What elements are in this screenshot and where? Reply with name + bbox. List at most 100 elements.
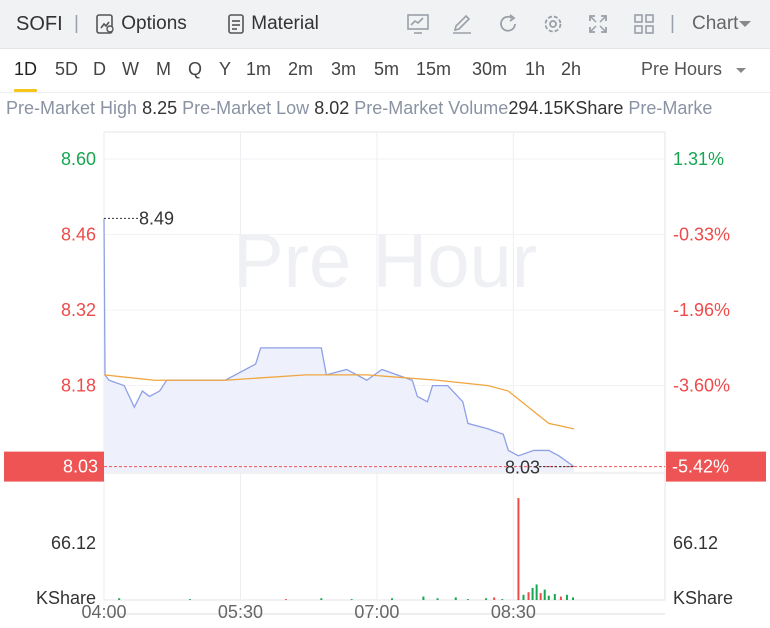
- material-button[interactable]: Material: [226, 0, 319, 48]
- period-tab-5m[interactable]: 5m: [374, 59, 400, 79]
- volume-bar: [350, 599, 353, 600]
- volume-label: Pre-Market Volume: [354, 98, 509, 118]
- period-tab-1h[interactable]: 1h: [525, 59, 546, 79]
- pct-tick-label: -0.33%: [673, 225, 730, 245]
- high-label: Pre-Market High: [6, 98, 138, 118]
- volume-bar: [320, 598, 323, 600]
- volume-bar: [572, 597, 575, 600]
- average-price-line: [103, 374, 575, 430]
- x-tick-label: 08:30: [491, 602, 536, 622]
- y-tick-label: 8.60: [61, 149, 96, 169]
- toolbar-separator-2: |: [670, 13, 675, 34]
- volume-bar: [493, 597, 496, 600]
- x-tick-label: 07:00: [354, 602, 399, 622]
- high-value: 8.25: [142, 98, 178, 118]
- x-tick-label: 05:30: [218, 602, 263, 622]
- material-label: Material: [251, 13, 319, 34]
- active-tab-underline: [14, 89, 38, 92]
- y-tick-label: 8.32: [61, 300, 96, 320]
- volume-unit-left: KShare: [36, 588, 96, 608]
- chart-type-select[interactable]: Chart: [692, 0, 752, 48]
- volume-bar: [188, 599, 191, 600]
- options-icon: [94, 13, 116, 34]
- volume-bar: [118, 598, 121, 600]
- volume-bar: [501, 599, 504, 600]
- volume-bar: [543, 589, 546, 600]
- period-tab-q[interactable]: Q: [188, 59, 203, 79]
- volume-bar: [517, 498, 520, 600]
- current-price-tag: [4, 451, 104, 482]
- volume-bar: [466, 599, 469, 600]
- volume-bar: [535, 584, 538, 600]
- chart-watermark: Pre Hour: [233, 219, 537, 304]
- period-tab-y[interactable]: Y: [219, 59, 232, 79]
- price-chart[interactable]: Pre Hour 04:00 05:30 07:00 08:30 8.60 1.31% 8.…: [0, 124, 770, 628]
- volume-value: 294.15KShare: [508, 98, 624, 118]
- options-button[interactable]: Options: [94, 0, 187, 48]
- period-tab-w[interactable]: W: [122, 59, 139, 79]
- period-tab-2h[interactable]: 2h: [561, 59, 582, 79]
- volume-bar: [422, 596, 425, 600]
- period-tab-1d[interactable]: 1D: [14, 48, 38, 92]
- current-pct-tag: [666, 451, 766, 482]
- period-tab-2m[interactable]: 2m: [288, 59, 314, 79]
- current-pct-value: -5.42%: [672, 457, 729, 477]
- y-tick-label: 8.46: [61, 225, 96, 245]
- layout-icon[interactable]: [632, 12, 656, 36]
- next-stat-label: Pre-Marke: [628, 98, 713, 118]
- volume-bar: [565, 594, 568, 600]
- chart-axis-labels: 04:00 05:30 07:00 08:30 8.60 1.31% 8.46 -0.33% 8…: [36, 149, 733, 622]
- period-tab-d[interactable]: D: [93, 59, 106, 79]
- chart-type-label: Chart: [692, 13, 739, 34]
- session-select[interactable]: Pre Hours: [641, 48, 747, 92]
- volume-bar: [547, 595, 550, 600]
- chevron-down-icon: [735, 59, 747, 79]
- period-tabs: 1D 5D D W M Q Y 1m 2m 3m 5m 15m 30m 1h 2h: [0, 48, 770, 93]
- prev-close-label: 8.49: [139, 208, 174, 228]
- pct-tick-label: -1.96%: [673, 300, 730, 320]
- volume-bar: [284, 599, 287, 600]
- volume-bar: [391, 598, 394, 600]
- pct-tick-label: -3.60%: [673, 376, 730, 396]
- period-tab-m[interactable]: M: [156, 59, 171, 79]
- volume-bar: [559, 596, 562, 600]
- volume-tick-left: 66.12: [51, 533, 96, 553]
- indicator-icon[interactable]: [406, 12, 430, 36]
- x-tick-label: 04:00: [81, 602, 126, 622]
- low-value: 8.02: [314, 98, 350, 118]
- toolbar-separator: |: [74, 13, 79, 34]
- volume-bar: [436, 598, 439, 600]
- volume-bar: [527, 592, 530, 600]
- y-tick-label: 8.18: [61, 376, 96, 396]
- pre-market-stats: Pre-Market High 8.25 Pre-Market Low 8.02…: [6, 92, 712, 124]
- session-select-label: Pre Hours: [641, 59, 723, 79]
- period-tab-15m[interactable]: 15m: [416, 59, 452, 79]
- chevron-down-icon: [738, 13, 752, 34]
- pct-tick-label: 1.31%: [673, 149, 724, 169]
- period-tab-3m[interactable]: 3m: [331, 59, 357, 79]
- volume-tick-right: 66.12: [673, 533, 718, 553]
- volume-bar: [531, 587, 534, 600]
- volume-bar: [454, 597, 457, 600]
- options-label: Options: [121, 13, 187, 34]
- settings-icon[interactable]: [541, 12, 565, 36]
- draw-icon[interactable]: [450, 12, 474, 36]
- period-tab-5d[interactable]: 5D: [55, 59, 79, 79]
- volume-bar: [485, 598, 488, 600]
- period-tab-30m[interactable]: 30m: [472, 59, 508, 79]
- refresh-icon[interactable]: [496, 12, 520, 36]
- top-toolbar: SOFI | Options Material | Chart: [0, 0, 770, 49]
- volume-bar: [539, 593, 542, 600]
- low-label: Pre-Market Low: [182, 98, 310, 118]
- plot-frame: [103, 131, 666, 601]
- volume-bar: [522, 594, 525, 600]
- chart-plot: [4, 217, 766, 600]
- volume-unit-right: KShare: [673, 588, 733, 608]
- current-price-value: 8.03: [63, 457, 98, 477]
- period-tab-1m[interactable]: 1m: [246, 59, 272, 79]
- symbol-title[interactable]: SOFI: [16, 13, 63, 35]
- last-price-label: 8.03: [505, 458, 540, 478]
- price-area: [104, 218, 575, 472]
- material-icon: [226, 13, 246, 34]
- fullscreen-icon[interactable]: [586, 12, 610, 36]
